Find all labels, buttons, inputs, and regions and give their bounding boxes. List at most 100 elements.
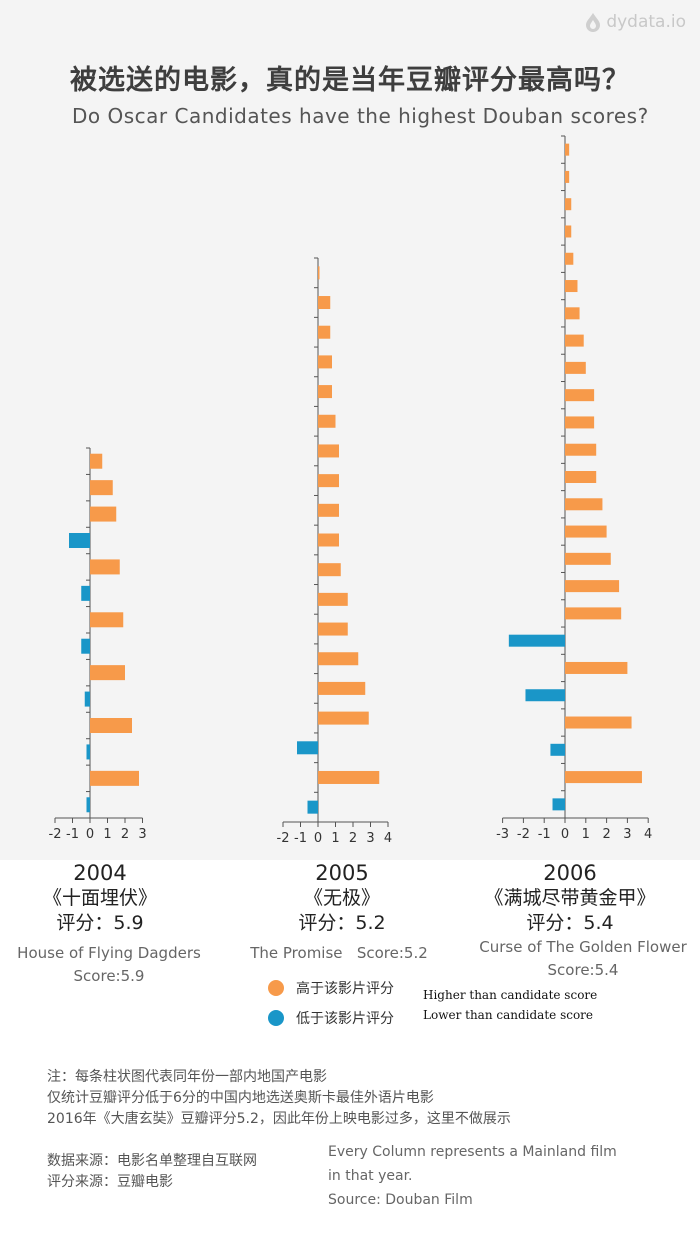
x-tick-label: 3 — [623, 827, 631, 842]
bar-higher — [90, 480, 113, 496]
x-tick-label: 4 — [384, 831, 392, 846]
bar-lower — [84, 691, 90, 707]
sources: 数据来源：电影名单整理自互联网 评分来源：豆瓣电影 — [47, 1151, 257, 1193]
bar-higher — [90, 559, 120, 575]
film-title-cn: 《无极》 — [303, 887, 380, 909]
film-score-cn: 评分：5.9 — [56, 912, 144, 934]
bar-higher — [565, 361, 586, 374]
x-tick-label: 4 — [644, 827, 652, 842]
legend-lower-en: Lower than candidate score — [423, 1008, 594, 1022]
bar-higher — [318, 296, 331, 310]
note-line-1: 注：每条柱状图代表同年份一部内地国产电影 — [47, 1069, 327, 1085]
film-title-en: Curse of The Golden Flower — [479, 938, 687, 956]
bar-higher — [90, 665, 125, 681]
bar-higher — [318, 652, 359, 666]
x-tick-label: 0 — [86, 827, 94, 842]
caption-2004: 2004 《十面埋伏》 评分：5.9 — [20, 860, 180, 936]
data-source: 数据来源：电影名单整理自互联网 — [47, 1153, 257, 1169]
bar-higher — [318, 266, 320, 280]
bar-higher — [318, 325, 331, 339]
bar-higher — [565, 307, 580, 320]
x-tick-label: -2 — [49, 827, 62, 842]
score-source: 评分来源：豆瓣电影 — [47, 1174, 173, 1190]
bar-higher — [565, 716, 632, 729]
x-tick-label: 3 — [366, 831, 374, 846]
note-line-2: 仅统计豆瓣评分低于6分的中国内地选送奥斯卡最佳外语片电影 — [47, 1090, 434, 1106]
bar-higher — [565, 252, 574, 265]
legend-lower: 低于该影片评分 — [268, 1008, 394, 1028]
logo-text: dydata.io — [606, 12, 686, 32]
legend-lower-label: 低于该影片评分 — [296, 1011, 394, 1027]
bar-higher — [318, 622, 348, 636]
bar-higher — [565, 607, 622, 620]
x-tick-label: 0 — [314, 831, 322, 846]
bar-higher — [318, 503, 339, 517]
bar-higher — [90, 612, 124, 628]
bar-higher — [565, 225, 572, 238]
bar-higher — [565, 170, 570, 183]
x-tick-label: 3 — [138, 827, 146, 842]
film-title-cn: 《十面埋伏》 — [42, 887, 157, 909]
x-tick-label: -2 — [277, 831, 290, 846]
x-tick-label: -1 — [538, 827, 551, 842]
bar-higher — [90, 453, 103, 469]
film-title-en: House of Flying Dagders — [17, 944, 201, 962]
page-subtitle: Do Oscar Candidates have the highest Dou… — [72, 104, 649, 128]
year-label: 2004 — [73, 861, 127, 885]
bar-higher — [565, 580, 620, 593]
chart-2004: -2 -1 0 1 2 3 — [49, 447, 147, 842]
film-title-en: The Promise — [250, 944, 343, 962]
film-score-en: Score:5.9 — [73, 967, 145, 985]
x-tick-label: -2 — [517, 827, 530, 842]
caption-2006: 2006 《满城尽带黄金甲》 评分：5.4 — [470, 860, 670, 936]
note-en-line-2: in that year. — [328, 1168, 413, 1184]
legend-higher-en: Higher than candidate score — [423, 988, 598, 1002]
bar-lower — [81, 638, 90, 654]
bar-higher — [318, 414, 336, 428]
x-tick-label: -1 — [66, 827, 79, 842]
bar-higher — [318, 681, 366, 695]
chart-2005: -2 -1 0 1 2 3 4 — [277, 257, 392, 846]
legend-higher-label: 高于该影片评分 — [296, 981, 394, 997]
bar-lower — [297, 741, 318, 755]
film-score-cn: 评分：5.4 — [526, 912, 614, 934]
bar-lower — [86, 797, 90, 813]
bar-higher — [565, 471, 597, 483]
legend-higher: 高于该影片评分 — [268, 978, 394, 998]
notes-en: Every Column represents a Mainland film … — [328, 1140, 617, 1212]
bar-lower — [69, 533, 90, 548]
bar-higher — [565, 198, 572, 211]
note-line-3: 2016年《大唐玄奘》豆瓣评分5.2，因此年份上映电影过多，这里不做展示 — [47, 1111, 511, 1127]
legend-lower-swatch — [268, 1010, 284, 1026]
x-tick-label: 0 — [561, 827, 569, 842]
film-en-2004: House of Flying Dagders Score:5.9 — [6, 942, 212, 988]
bar-higher — [318, 533, 339, 547]
bar-higher — [90, 718, 132, 733]
bar-higher — [565, 443, 597, 456]
bar-higher — [565, 334, 584, 347]
bar-lower — [86, 744, 90, 760]
bar-higher — [565, 498, 603, 511]
note-en-line-1: Every Column represents a Mainland film — [328, 1144, 617, 1160]
bar-higher — [318, 592, 348, 606]
bar-higher — [90, 770, 139, 786]
film-score-en: Score:5.4 — [547, 961, 619, 979]
notes: 注：每条柱状图代表同年份一部内地国产电影 仅统计豆瓣评分低于6分的中国内地选送奥… — [47, 1067, 511, 1130]
bar-charts: -2 -1 0 1 2 3 -2 -1 0 1 2 3 4 -3 -2 -1 0 1 2 3 4 — [49, 135, 652, 846]
film-score-en: Score:5.2 — [356, 944, 428, 962]
x-tick-label: 2 — [349, 831, 357, 846]
bar-lower — [508, 634, 565, 647]
page-title: 被选送的电影，真的是当年豆瓣评分最高吗？ — [70, 65, 630, 96]
film-title-cn: 《满城尽带黄金甲》 — [484, 887, 656, 909]
bar-higher — [90, 506, 117, 522]
x-tick-label: 2 — [602, 827, 610, 842]
bar-higher — [318, 444, 339, 458]
bar-lower — [307, 800, 318, 814]
bar-higher — [565, 661, 628, 674]
x-tick-label: -1 — [294, 831, 307, 846]
bar-higher — [565, 525, 607, 538]
x-tick-label: 1 — [103, 827, 111, 842]
chart-2006: -3 -2 -1 0 1 2 3 4 — [496, 135, 652, 842]
bar-higher — [318, 711, 369, 725]
bar-higher — [565, 552, 611, 565]
